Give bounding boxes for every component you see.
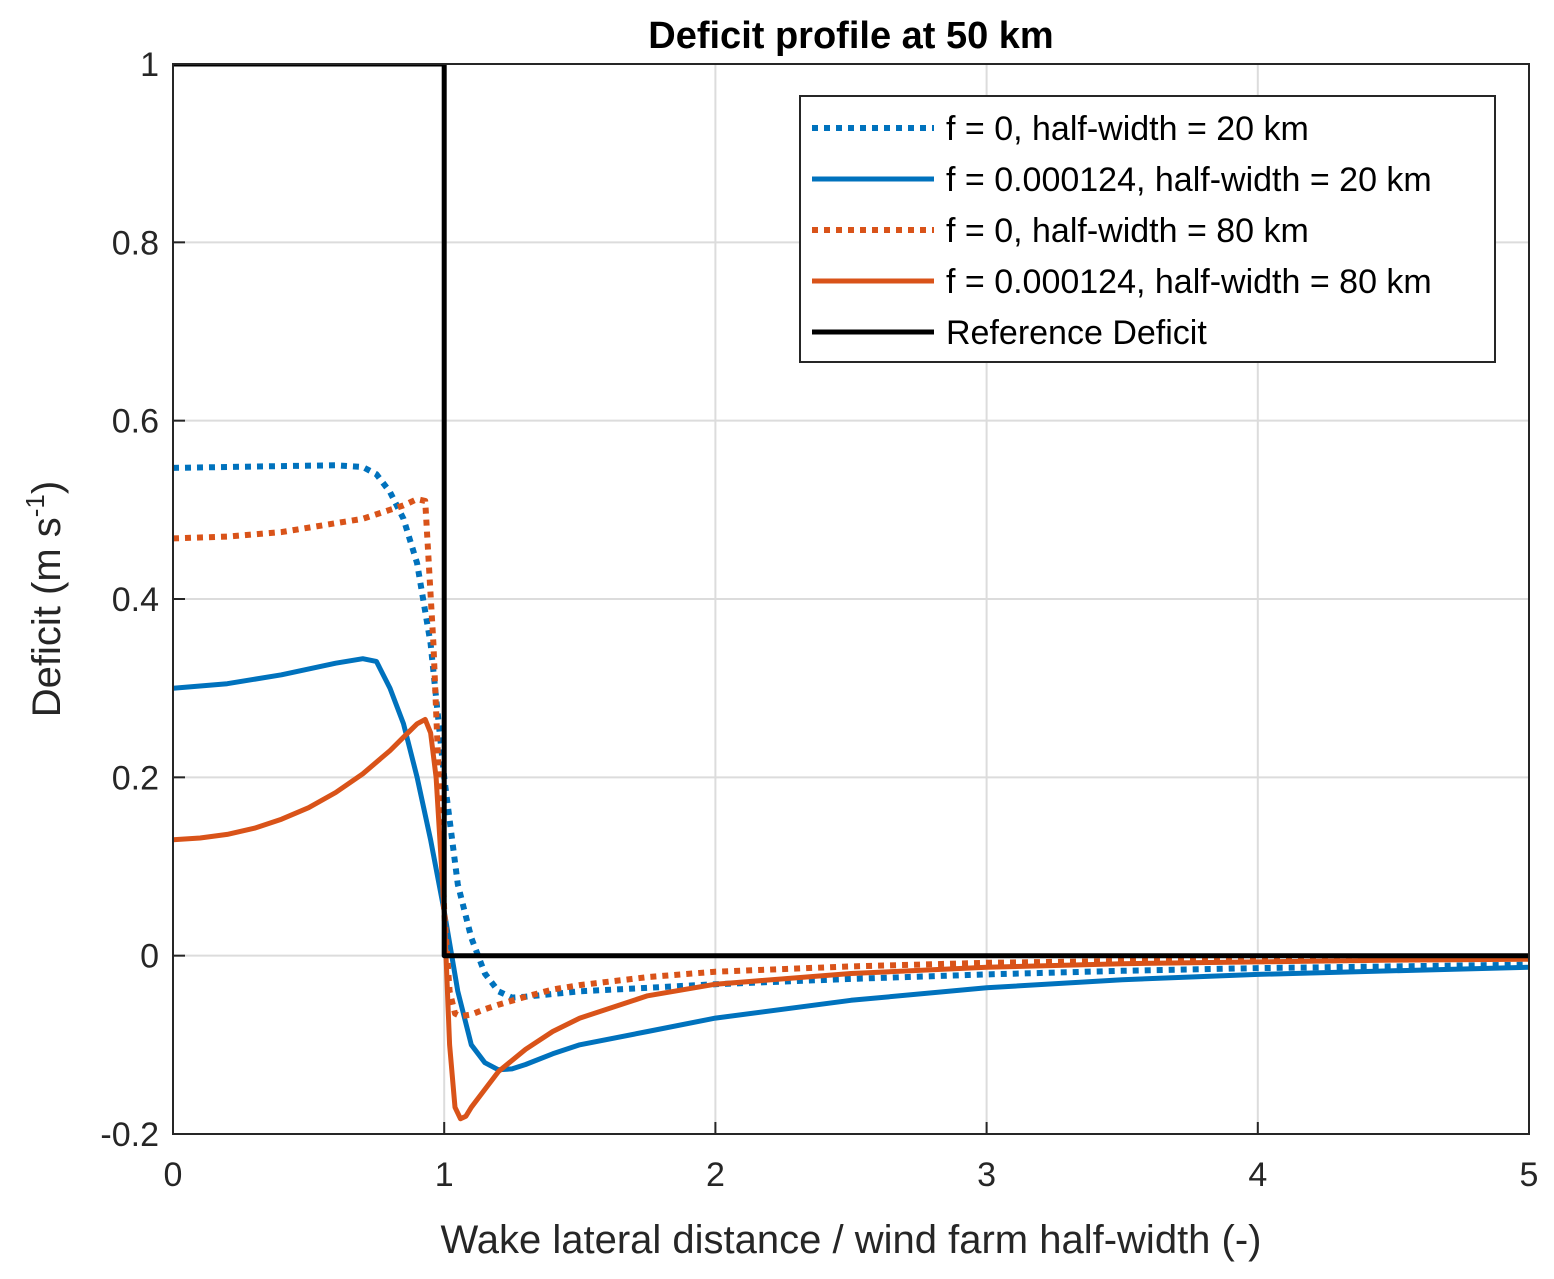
y-axis-title: Deficit (m s-1) [20, 481, 69, 717]
y-tick-label: 0.6 [112, 403, 159, 441]
x-axis-title: Wake lateral distance / wind farm half-w… [440, 1218, 1261, 1262]
y-tick-label: 0.4 [112, 581, 159, 619]
y-tick-label: -0.2 [100, 1116, 159, 1154]
series-line-2 [173, 656, 1529, 1073]
y-tick-label: 0 [140, 938, 159, 976]
x-tick-label: 1 [435, 1156, 454, 1194]
legend-label-3: f = 0, half-width = 80 km [946, 212, 1309, 250]
x-tick-label: 5 [1520, 1156, 1539, 1194]
series-line-4 [173, 716, 1529, 1122]
y-axis-title-close: ) [25, 481, 69, 494]
y-tick-label: 1 [140, 46, 159, 84]
tick-layer: 0 1 2 3 4 5-0.200.20.40.60.81 [100, 46, 1538, 1194]
x-tick-label: 2 [706, 1156, 725, 1194]
chart-title: Deficit profile at 50 km [648, 15, 1053, 57]
y-axis-title-superscript: -1 [20, 494, 50, 517]
y-axis-title-main: Deficit (m s [25, 517, 69, 717]
legend-box [799, 95, 1496, 363]
legend-label-1: f = 0, half-width = 20 km [946, 110, 1309, 148]
series-line-1 [173, 462, 1529, 1001]
x-tick-label: 4 [1248, 1156, 1267, 1194]
series-line-5 [173, 64, 1529, 959]
legend-label-2: f = 0.000124, half-width = 20 km [946, 161, 1432, 199]
y-tick-label: 0.8 [112, 224, 159, 262]
x-tick-label: 0 [164, 1156, 183, 1194]
series-line-3 [173, 496, 1529, 1020]
series-layer [173, 64, 1529, 1122]
legend-entries: f = 0, half-width = 20 km f = 0.000124, h… [812, 110, 1432, 352]
legend-label-5: Reference Deficit [946, 314, 1207, 352]
x-tick-label: 3 [977, 1156, 996, 1194]
legend: f = 0, half-width = 20 km f = 0.000124, h… [799, 95, 1496, 363]
y-tick-label: 0.2 [112, 759, 159, 797]
legend-label-4: f = 0.000124, half-width = 80 km [946, 263, 1432, 301]
